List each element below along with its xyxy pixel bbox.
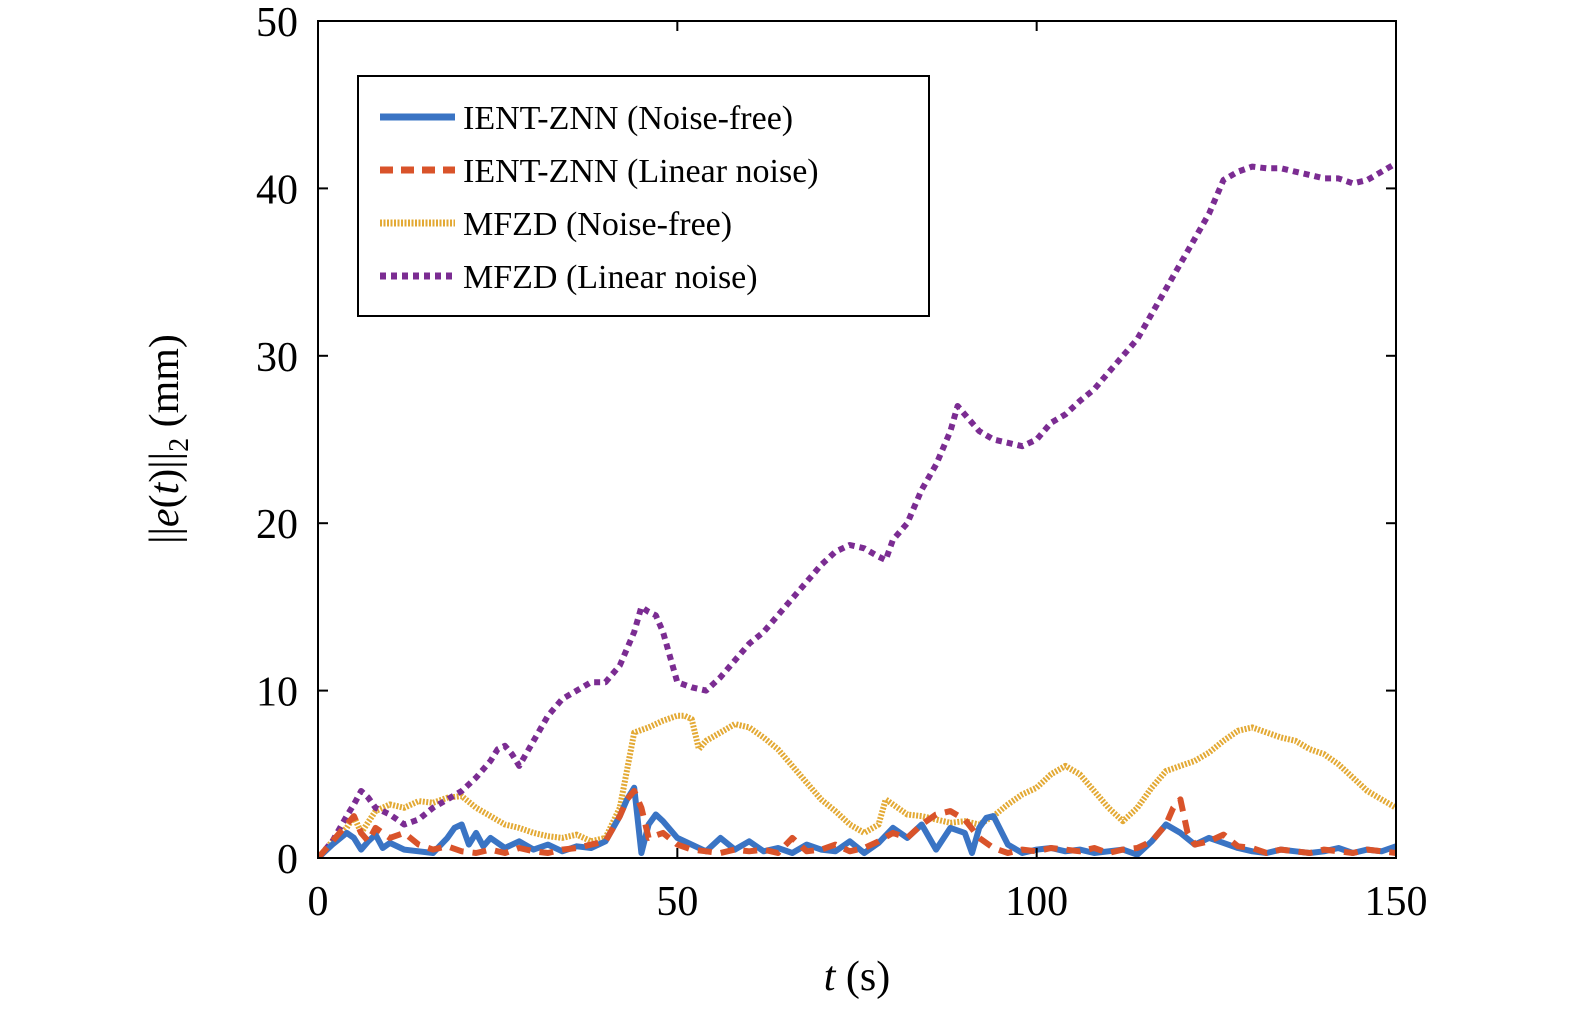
y-axis-label-unit: (mm) [142,334,188,438]
y-axis-label-pre: || [142,527,188,544]
series-line-ient-znn-noise-free [318,784,1396,858]
plot-frame [317,20,1397,859]
y-axis-label-mid: ( [142,494,188,508]
y-axis-label: ||e(t)||2 (mm) [142,334,195,544]
series-layer [318,160,1396,858]
y-axis-label-sub: 2 [164,438,195,452]
y-axis-label-var: e [142,508,188,527]
y-axis-label-var2: t [142,481,188,494]
series-line-mfzd-noise-free [318,712,1396,858]
x-tick-label: 50 [656,879,698,925]
x-tick-label: 0 [308,879,329,925]
series-line-ient-znn-linear-noise [318,788,1396,858]
x-axis-label-unit: (s) [835,954,890,1000]
y-tick-label: 0 [277,837,298,883]
y-tick-label: 10 [256,670,298,716]
legend-label-mfzd-noise-free: MFZD (Noise-free) [463,206,732,243]
legend-label-ient-znn-noise-free: IENT-ZNN (Noise-free) [463,100,793,137]
x-axis-label-var: t [824,954,837,1000]
legend: IENT-ZNN (Noise-free) IENT-ZNN (Linear n… [357,75,930,317]
x-axis-label: t (s) [824,954,891,1000]
y-tick-label: 40 [256,167,298,213]
x-tick-label: 150 [1365,879,1428,925]
x-tick-label: 100 [1005,879,1068,925]
legend-label-mfzd-linear-noise: MFZD (Linear noise) [463,259,758,296]
y-tick-label: 50 [256,0,298,46]
tick-layer: 0 50 100 150 0 10 20 30 40 50 [256,0,1428,925]
legend-label-ient-znn-linear-noise: IENT-ZNN (Linear noise) [463,153,819,190]
y-tick-label: 20 [256,502,298,548]
y-tick-label: 30 [256,335,298,381]
y-axis-label-post: )|| [142,452,188,483]
